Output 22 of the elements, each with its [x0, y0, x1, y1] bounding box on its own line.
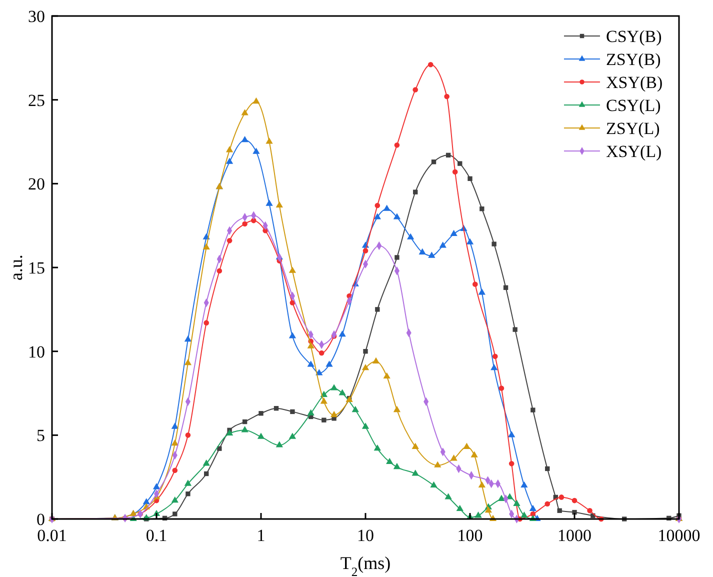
x-tick-label: 10000 — [658, 526, 700, 545]
legend-label: ZSY(B) — [606, 50, 661, 69]
legend-label: CSY(B) — [606, 27, 662, 46]
x-tick-label: 1 — [256, 526, 266, 545]
y-tick-label: 15 — [28, 258, 45, 278]
y-tick-label: 0 — [36, 510, 45, 529]
x-tick-label: 100 — [457, 526, 483, 545]
y-axis-title: a.u. — [6, 254, 26, 280]
x-tick-label: 0.01 — [37, 526, 67, 545]
y-tick-label: 25 — [28, 90, 45, 110]
legend-label: XSY(L) — [606, 142, 662, 161]
y-tick-label: 10 — [28, 342, 45, 362]
legend-label: XSY(B) — [606, 73, 663, 92]
x-tick-label: 10 — [357, 526, 374, 545]
legend-label: ZSY(L) — [606, 119, 660, 138]
x-tick-label: 1000 — [558, 526, 592, 545]
x-axis-title: T$_{2}$(ms) — [340, 553, 391, 577]
y-tick-label: 5 — [36, 426, 45, 446]
legend-label: CSY(L) — [606, 96, 661, 115]
y-tick-label: 30 — [28, 7, 45, 26]
y-tick-label: 20 — [28, 174, 45, 194]
x-tick-label: 0.1 — [146, 526, 168, 545]
